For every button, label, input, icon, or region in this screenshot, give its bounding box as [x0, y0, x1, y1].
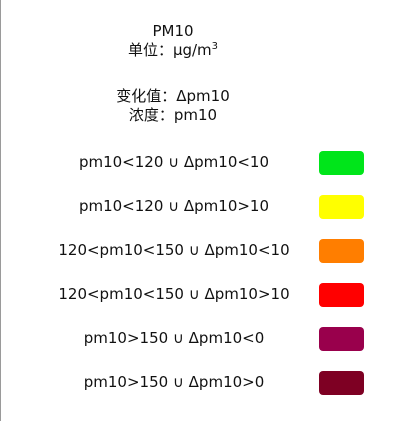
legend-item: pm10<120 ∪ Δpm10>10	[1, 186, 401, 230]
legend-item: pm10>150 ∪ Δpm10<0	[1, 318, 401, 362]
pollutant-title: PM10	[152, 22, 194, 40]
legend-swatch	[319, 327, 364, 351]
legend-item: pm10<120 ∪ Δpm10<10	[1, 142, 401, 186]
legend-item-label: pm10>150 ∪ Δpm10>0	[83, 373, 265, 391]
legend-swatch	[319, 239, 364, 263]
legend-item: 120<pm10<150 ∪ Δpm10<10	[1, 230, 401, 274]
unit-label: 单位：μg/m3	[1, 41, 345, 60]
legend-list: pm10<120 ∪ Δpm10<10 pm10<120 ∪ Δpm10>10 …	[1, 142, 401, 406]
legend-item-label: 120<pm10<150 ∪ Δpm10<10	[58, 241, 290, 259]
legend-swatch	[319, 195, 364, 219]
unit-exponent: 3	[211, 41, 219, 52]
legend-item-label: pm10<120 ∪ Δpm10>10	[78, 197, 270, 215]
unit-text: 单位：μg/m	[127, 41, 212, 59]
legend-swatch	[319, 151, 364, 175]
legend-item: pm10>150 ∪ Δpm10>0	[1, 362, 401, 406]
legend-swatch	[319, 371, 364, 395]
legend-swatch	[319, 283, 364, 307]
change-label: 变化值：Δpm10	[116, 87, 230, 105]
legend-item: 120<pm10<150 ∪ Δpm10>10	[1, 274, 401, 318]
legend-header: PM10 单位：μg/m3 变化值：Δpm10 浓度：pm10	[1, 22, 345, 125]
legend-item-label: 120<pm10<150 ∪ Δpm10>10	[58, 285, 290, 303]
concentration-label: 浓度：pm10	[128, 106, 218, 124]
legend-item-label: pm10<120 ∪ Δpm10<10	[78, 153, 270, 171]
legend-item-label: pm10>150 ∪ Δpm10<0	[83, 329, 265, 347]
